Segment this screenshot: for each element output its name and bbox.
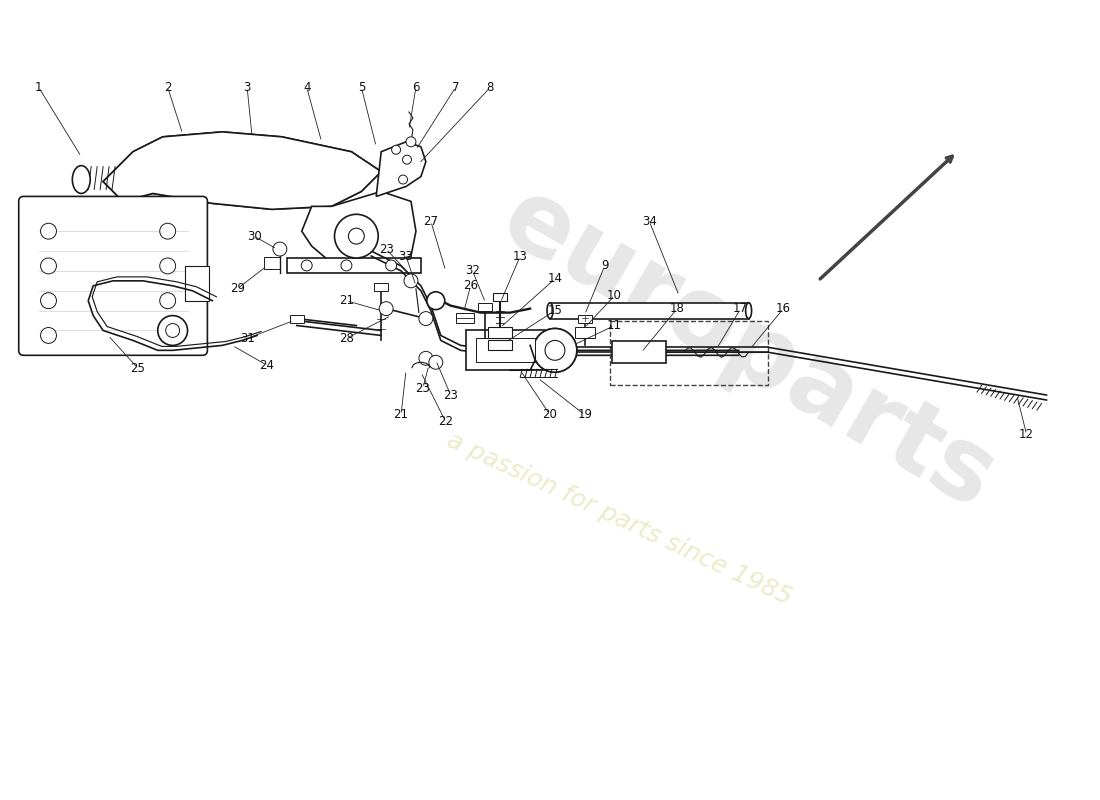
Bar [612, 342, 667, 363]
Bar [578, 314, 592, 322]
Circle shape [419, 351, 432, 366]
Circle shape [273, 242, 287, 256]
Text: 2: 2 [164, 81, 172, 94]
Text: 12: 12 [1020, 428, 1034, 442]
Bar [374, 283, 388, 290]
Circle shape [419, 312, 432, 326]
Ellipse shape [547, 302, 553, 318]
Text: 3: 3 [243, 81, 251, 94]
Polygon shape [103, 132, 382, 210]
Text: 26: 26 [463, 279, 478, 292]
Text: 10: 10 [607, 290, 621, 302]
Circle shape [404, 274, 418, 288]
FancyBboxPatch shape [19, 197, 208, 355]
Text: 8: 8 [486, 81, 494, 94]
Polygon shape [376, 142, 426, 197]
Text: 28: 28 [339, 332, 354, 345]
Bar [550, 302, 749, 318]
Circle shape [406, 137, 416, 146]
Circle shape [392, 146, 400, 154]
Circle shape [349, 228, 364, 244]
Circle shape [160, 223, 176, 239]
Bar [475, 338, 535, 362]
Text: 25: 25 [131, 362, 145, 374]
Text: 21: 21 [394, 408, 408, 422]
Circle shape [429, 355, 442, 370]
Circle shape [427, 292, 444, 310]
Circle shape [41, 327, 56, 343]
Circle shape [534, 329, 576, 372]
Text: 32: 32 [465, 265, 480, 278]
Text: 20: 20 [542, 408, 558, 422]
Text: 23: 23 [443, 389, 458, 402]
Circle shape [379, 302, 393, 315]
Text: 19: 19 [578, 408, 592, 422]
Text: 27: 27 [424, 214, 438, 228]
Text: 17: 17 [734, 302, 748, 315]
Circle shape [544, 341, 565, 360]
Circle shape [160, 293, 176, 309]
Text: a passion for parts since 1985: a passion for parts since 1985 [443, 429, 795, 610]
Circle shape [334, 214, 378, 258]
Bar [494, 293, 507, 301]
Text: 29: 29 [230, 282, 244, 295]
Bar [287, 258, 421, 273]
Circle shape [301, 260, 312, 271]
Circle shape [166, 323, 179, 338]
Ellipse shape [73, 166, 90, 194]
Bar [488, 326, 513, 338]
Text: 4: 4 [302, 81, 310, 94]
Polygon shape [301, 191, 416, 266]
Circle shape [157, 315, 187, 346]
Text: 23: 23 [416, 382, 430, 394]
Text: 7: 7 [452, 81, 460, 94]
Text: europarts: europarts [485, 170, 1012, 530]
Circle shape [398, 175, 407, 184]
Text: 6: 6 [412, 81, 420, 94]
Text: 5: 5 [358, 81, 365, 94]
Circle shape [341, 260, 352, 271]
Text: 23: 23 [378, 242, 394, 255]
Text: 21: 21 [339, 294, 354, 307]
Text: 14: 14 [548, 272, 562, 286]
Text: 16: 16 [776, 302, 791, 315]
Text: 31: 31 [240, 332, 254, 345]
Text: 18: 18 [670, 302, 684, 315]
Circle shape [41, 223, 56, 239]
Circle shape [160, 327, 176, 343]
Bar [488, 341, 513, 350]
Bar [264, 257, 279, 269]
Ellipse shape [746, 302, 751, 318]
Text: 9: 9 [601, 259, 608, 273]
Text: 11: 11 [607, 319, 621, 332]
Text: 34: 34 [642, 214, 657, 228]
Circle shape [534, 329, 576, 372]
Circle shape [41, 258, 56, 274]
Text: 22: 22 [438, 415, 453, 428]
Bar [185, 266, 209, 301]
Circle shape [403, 155, 411, 164]
Text: 30: 30 [246, 230, 262, 242]
Text: 1: 1 [35, 81, 42, 94]
Circle shape [41, 293, 56, 309]
Text: 15: 15 [548, 304, 562, 317]
Text: 13: 13 [513, 250, 528, 262]
Bar [478, 302, 493, 310]
Circle shape [386, 260, 397, 271]
Bar [455, 313, 473, 322]
Text: 33: 33 [398, 250, 414, 262]
Bar [609, 321, 769, 385]
Circle shape [160, 258, 176, 274]
Text: 24: 24 [260, 358, 275, 372]
Bar [575, 326, 595, 338]
Bar [289, 314, 304, 322]
Bar [465, 330, 544, 370]
